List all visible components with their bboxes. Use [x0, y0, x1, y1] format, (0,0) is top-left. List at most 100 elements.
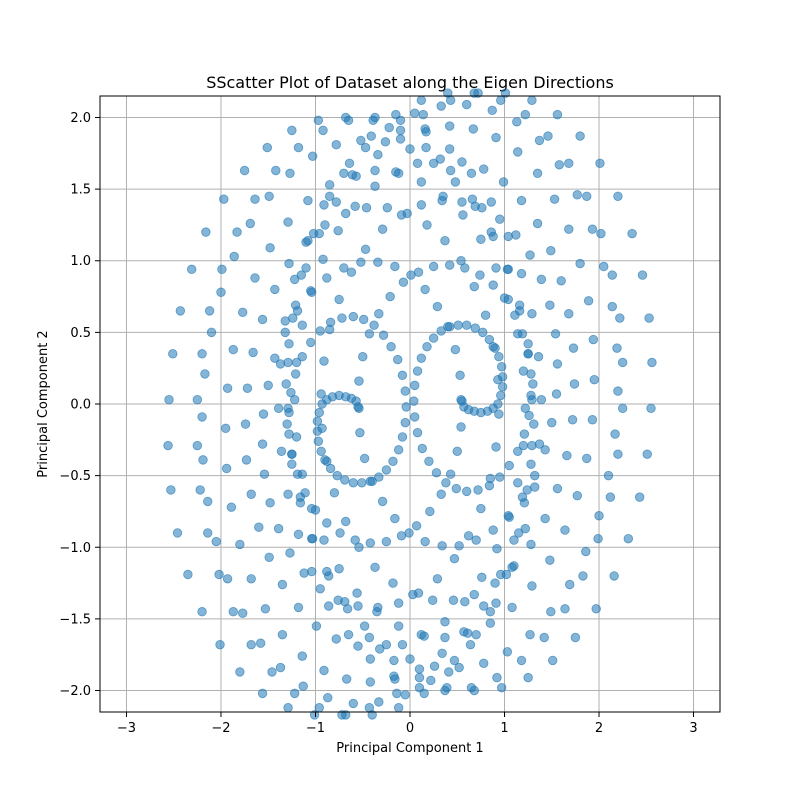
scatter-point: [416, 200, 427, 210]
scatter-point: [280, 327, 290, 338]
scatter-point: [527, 581, 537, 591]
scatter-point: [307, 533, 318, 544]
scatter-point: [340, 475, 350, 485]
scatter-point: [493, 399, 503, 409]
scatter-point: [637, 270, 648, 280]
scatter-point: [197, 607, 207, 617]
scatter-point: [195, 485, 205, 495]
scatter-point: [400, 417, 410, 428]
scatter-point: [449, 554, 460, 564]
scatter-point: [416, 353, 427, 363]
scatter-point: [491, 132, 501, 143]
scatter-point: [615, 313, 625, 323]
scatter-point: [291, 432, 302, 442]
scatter-point: [341, 208, 351, 219]
scatter-point: [245, 218, 255, 229]
scatter-point: [450, 344, 461, 355]
scatter-point: [324, 601, 334, 611]
scatter-point: [418, 109, 428, 120]
scatter-point: [364, 329, 375, 339]
scatter-point: [298, 681, 308, 691]
scatter-point: [325, 463, 336, 474]
scatter-point: [546, 607, 556, 617]
scatter-point: [331, 197, 341, 207]
scatter-point: [389, 655, 399, 666]
scatter-point: [455, 370, 465, 381]
scatter-point: [259, 469, 270, 479]
scatter-point: [284, 258, 294, 269]
scatter-point: [468, 124, 479, 134]
scatter-point: [277, 579, 288, 590]
scatter-point: [490, 578, 500, 588]
scatter-point: [458, 210, 468, 220]
scatter-point: [320, 220, 330, 230]
scatter-point: [572, 490, 582, 501]
scatter-point: [357, 478, 367, 488]
scatter-point: [451, 483, 462, 494]
scatter-point: [315, 584, 325, 594]
scatter-point: [444, 667, 454, 677]
scatter-point: [370, 165, 380, 176]
scatter-point: [303, 235, 313, 246]
scatter-point: [365, 677, 376, 687]
scatter-point: [283, 357, 293, 368]
scatter-point: [478, 327, 488, 338]
scatter-point: [335, 528, 345, 538]
scatter-point: [329, 488, 340, 498]
scatter-point: [503, 231, 513, 242]
scatter-point: [228, 344, 238, 355]
scatter-point: [319, 200, 329, 210]
scatter-point: [395, 134, 406, 144]
scatter-point: [554, 160, 565, 170]
scatter-point: [491, 598, 501, 608]
scatter-point: [517, 492, 528, 502]
scatter-point: [613, 191, 623, 201]
scatter-point: [307, 151, 318, 161]
scatter-point: [550, 329, 561, 339]
scatter-point: [582, 191, 592, 201]
scatter-point: [420, 284, 430, 295]
scatter-point: [540, 513, 550, 524]
scatter-point: [232, 227, 242, 237]
scatter-point: [647, 357, 657, 368]
scatter-point: [235, 539, 245, 550]
scatter-point: [221, 423, 231, 434]
scatter-point: [361, 203, 372, 213]
scatter-point: [285, 168, 295, 179]
scatter-point: [306, 337, 316, 348]
scatter-point: [322, 273, 332, 283]
scatter-point: [301, 263, 311, 273]
scatter-point: [502, 647, 513, 657]
scatter-point: [307, 503, 317, 514]
scatter-point: [513, 446, 523, 456]
scatter-point: [324, 180, 335, 190]
scatter-point: [416, 629, 427, 640]
scatter-point: [473, 485, 483, 495]
scatter-point: [242, 383, 253, 393]
scatter-point: [480, 310, 491, 320]
scatter-point: [392, 688, 402, 699]
scatter-point: [529, 419, 539, 429]
scatter-point: [197, 349, 207, 359]
scatter-point: [238, 608, 248, 618]
scatter-point: [530, 470, 540, 481]
scatter-point: [437, 195, 447, 206]
scatter-point: [463, 531, 474, 541]
scatter-point: [374, 472, 384, 482]
scatter-point: [500, 88, 511, 98]
scatter-point: [373, 257, 383, 267]
scatter-point: [215, 639, 225, 650]
scatter-point: [532, 168, 543, 179]
scatter-point: [492, 672, 502, 683]
scatter-point: [175, 306, 186, 316]
scatter-point: [318, 125, 328, 136]
scatter-point: [373, 150, 383, 160]
scatter-point: [221, 463, 232, 474]
scatter-point: [582, 453, 592, 464]
scatter-point: [388, 456, 398, 467]
scatter-point: [545, 555, 555, 565]
scatter-point: [494, 352, 504, 362]
scatter-point: [168, 349, 178, 359]
scatter-point: [263, 380, 273, 391]
scatter-point: [484, 480, 495, 491]
